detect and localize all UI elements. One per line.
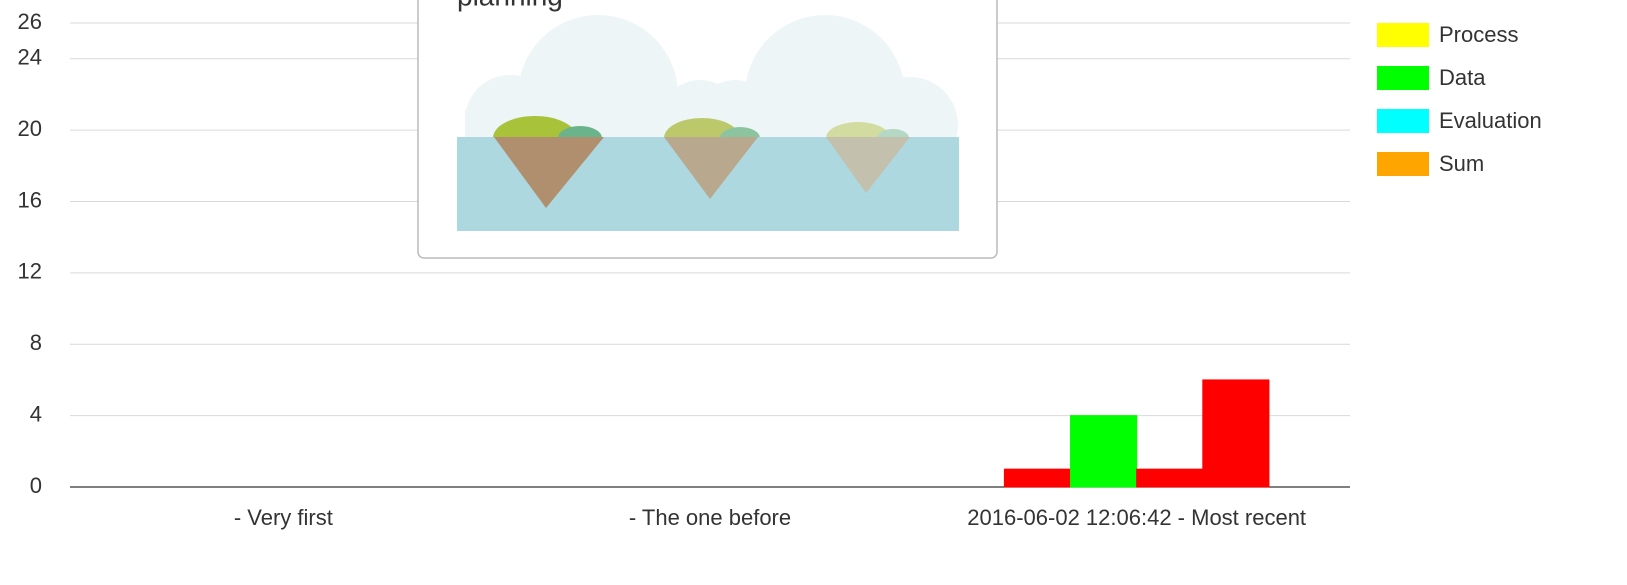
legend-swatch bbox=[1377, 23, 1429, 47]
popup-text: planning bbox=[457, 0, 563, 11]
y-tick-label: 26 bbox=[18, 9, 42, 34]
y-tick-label: 20 bbox=[18, 116, 42, 141]
y-tick-label: 16 bbox=[18, 187, 42, 212]
page: {"chart_data": {"type": "bar", "categori… bbox=[0, 0, 1627, 585]
y-tick-label: 12 bbox=[18, 259, 42, 284]
legend-swatch bbox=[1377, 66, 1429, 90]
y-tick-label: 4 bbox=[30, 401, 42, 426]
bar bbox=[1137, 469, 1203, 487]
y-tick-label: 8 bbox=[30, 330, 42, 355]
legend-label: Process bbox=[1439, 22, 1518, 47]
bar bbox=[1203, 380, 1269, 487]
legend-swatch bbox=[1377, 152, 1429, 176]
y-tick-label: 24 bbox=[18, 45, 42, 70]
popup: planning bbox=[418, 0, 997, 258]
x-tick-label: - Very first bbox=[234, 505, 333, 530]
legend-swatch bbox=[1377, 109, 1429, 133]
y-tick-label: 0 bbox=[30, 473, 42, 498]
x-tick-label: 2016-06-02 12:06:42 - Most recent bbox=[967, 505, 1306, 530]
legend-label: Evaluation bbox=[1439, 108, 1542, 133]
legend-label: Sum bbox=[1439, 151, 1484, 176]
x-tick-label: - The one before bbox=[629, 505, 791, 530]
legend-label: Data bbox=[1439, 65, 1486, 90]
chart: 0 4 8 12 16 20 24 26 - Very first - The one befor… bbox=[0, 0, 1627, 585]
bar bbox=[1071, 416, 1137, 487]
bar bbox=[1004, 469, 1070, 487]
legend: Process Data Evaluation Sum bbox=[1377, 22, 1542, 176]
